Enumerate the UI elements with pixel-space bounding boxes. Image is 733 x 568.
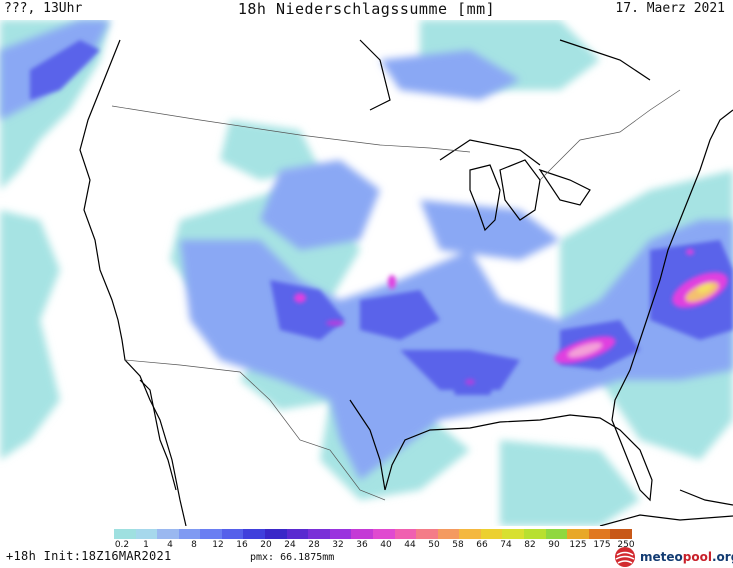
legend-tick-label: 36: [356, 540, 368, 550]
intense-precip-cores: [294, 249, 728, 385]
legend-tick-label: 24: [284, 540, 296, 550]
meteopool-logo[interactable]: meteopool.org: [614, 546, 733, 568]
header-bar: ???, 13Uhr 18h Niederschlagssumme [mm] 1…: [0, 0, 733, 20]
legend-swatch: [200, 529, 222, 539]
legend-tick-label: 125: [569, 540, 587, 550]
legend-tick-label: 28: [308, 540, 320, 550]
legend-tick-label: 1: [143, 540, 149, 550]
legend-tick-label: 40: [380, 540, 392, 550]
legend-swatch: [372, 529, 395, 539]
legend-tick-label: 90: [548, 540, 560, 550]
legend-tick-label: 250: [617, 540, 635, 550]
color-scale-ticks: 0.2 1 4 8 12 16 20 24 28 32 36 40 44 50 58 66 74 82 90 125 1…: [114, 540, 635, 552]
legend-tick-label: 20: [260, 540, 272, 550]
legend-tick-label: 0.2: [114, 540, 130, 550]
legend-swatch: [243, 529, 266, 539]
legend-swatch: [329, 529, 352, 539]
legend-tick-label: 50: [428, 540, 440, 550]
legend-swatch: [459, 529, 481, 539]
legend-swatch: [545, 529, 568, 539]
forecast-init-label: +18h Init:18Z16MAR2021: [6, 549, 172, 563]
legend-swatch: [265, 529, 287, 539]
legend-swatch: [588, 529, 611, 539]
legend-tick-label: 12: [212, 540, 224, 550]
logo-text: meteopool.org: [640, 550, 733, 564]
legend-tick-label: 66: [476, 540, 488, 550]
legend-swatch: [308, 529, 330, 539]
coastlines: [79, 39, 733, 526]
legend-swatch: [416, 529, 438, 539]
legend-swatch: [157, 529, 179, 539]
legend-swatch: [502, 529, 524, 539]
legend-tick-label: 44: [404, 540, 416, 550]
country-borders: [111, 89, 681, 501]
legend-swatch: [351, 529, 373, 539]
legend-swatch: [480, 529, 503, 539]
legend-swatch: [610, 529, 632, 539]
max-precip-label: pmx: 66.1875mm: [250, 552, 335, 563]
legend-swatch: [135, 529, 158, 539]
valid-time-label: ???, 13Uhr: [4, 1, 83, 16]
legend-swatch: [221, 529, 244, 539]
globe-icon: [615, 547, 635, 567]
date-label: 17. Maerz 2021: [615, 1, 725, 16]
legend-swatch: [114, 529, 136, 539]
legend-swatch: [286, 529, 309, 539]
legend-tick-label: 74: [500, 540, 512, 550]
legend-tick-label: 16: [236, 540, 248, 550]
map-title: 18h Niederschlagssumme [mm]: [237, 0, 496, 18]
legend-swatch: [178, 529, 201, 539]
legend-tick-label: 175: [593, 540, 611, 550]
legend-swatch: [567, 529, 589, 539]
color-scale-bar: [114, 529, 632, 539]
legend-tick-label: 4: [167, 540, 173, 550]
legend-swatch: [437, 529, 460, 539]
legend-tick-label: 58: [452, 540, 464, 550]
legend-swatch: [394, 529, 417, 539]
legend-tick-label: 82: [524, 540, 536, 550]
legend-tick-label: 32: [332, 540, 344, 550]
legend-swatch: [523, 529, 546, 539]
legend-tick-label: 8: [191, 540, 197, 550]
precipitation-map: [0, 20, 733, 526]
